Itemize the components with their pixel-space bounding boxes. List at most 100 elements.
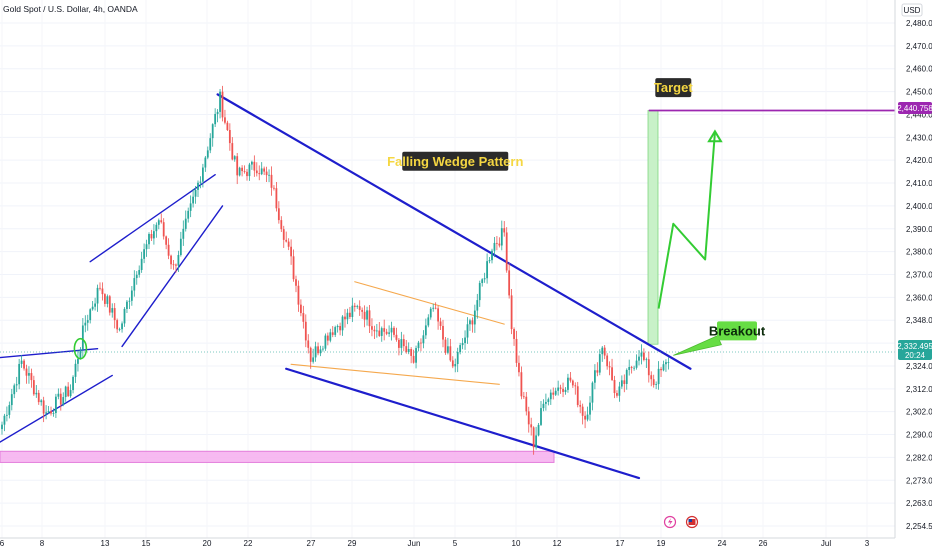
price-tick-label: 2,380.000	[906, 248, 932, 257]
candle-down	[571, 380, 574, 386]
candle-down	[520, 372, 523, 397]
candle-down	[518, 362, 520, 373]
breakout-label: Breakout	[709, 321, 766, 341]
candle-down	[108, 296, 111, 313]
candle-up	[211, 124, 214, 139]
wedge-label: Falling Wedge Pattern	[387, 151, 523, 171]
candle-up	[346, 312, 349, 320]
candle-up	[214, 113, 217, 125]
price-tick-label: 2,302.000	[906, 408, 932, 417]
time-tick-label: 13	[101, 539, 110, 548]
candle-down	[385, 331, 388, 334]
candle-up	[111, 308, 114, 313]
candle-down	[253, 161, 256, 171]
candle-down	[513, 329, 515, 339]
candle-up	[28, 373, 30, 376]
breakout-circle-marker	[73, 337, 88, 360]
candle-up	[540, 408, 542, 425]
candle-down	[273, 187, 275, 189]
plot-background	[0, 0, 895, 538]
candle-up	[388, 332, 390, 334]
candle-down	[297, 285, 300, 305]
candle-up	[238, 167, 241, 176]
candle-up	[84, 322, 87, 326]
candle-up	[601, 347, 604, 355]
candle-down	[302, 313, 305, 322]
candle-down	[616, 393, 618, 396]
channel-upper-line	[354, 281, 505, 325]
candle-up	[476, 300, 479, 311]
price-tick-label: 2,390.000	[906, 225, 932, 234]
candle-up	[432, 307, 435, 309]
candle-up	[15, 384, 18, 386]
candle-down	[150, 233, 153, 239]
candle-up	[8, 405, 11, 415]
candle-down	[606, 355, 609, 367]
candle-down	[280, 220, 283, 230]
candle-up	[216, 111, 219, 114]
price-axis[interactable]: USD 2,480.000 2,470.000 2,460.000 2,450.000…	[894, 0, 932, 550]
candle-up	[130, 290, 133, 301]
candle-down	[471, 320, 474, 325]
candle-up	[79, 349, 82, 359]
candle-up	[545, 401, 547, 404]
candle-up	[94, 303, 96, 307]
candle-up	[478, 283, 481, 301]
candle-up	[96, 287, 99, 304]
candle-up	[483, 278, 486, 280]
time-axis[interactable]: 6 8 13 15 20 22 27 29 Jun 5 10 12 17 19 24 26 Jul 3	[0, 537, 895, 548]
candle-down	[167, 244, 170, 256]
candle-down	[393, 327, 395, 335]
candle-up	[464, 337, 466, 344]
candle-down	[258, 173, 261, 175]
candle-up	[400, 339, 403, 348]
candle-up	[209, 138, 212, 151]
candle-up	[618, 386, 621, 396]
candle-up	[341, 316, 344, 331]
candle-up	[13, 385, 16, 395]
candle-down	[25, 368, 28, 376]
candle-down	[339, 326, 341, 331]
candle-down	[581, 406, 584, 416]
candle-up	[500, 228, 503, 246]
candle-up	[135, 274, 138, 279]
candle-up	[375, 330, 378, 332]
candle-up	[620, 380, 623, 387]
price-tick-label: 2,440.000	[906, 110, 932, 119]
event-icons[interactable]	[663, 515, 699, 529]
candle-up	[324, 335, 327, 349]
candle-down	[412, 355, 415, 363]
candle-down	[275, 188, 278, 209]
candle-up	[557, 387, 560, 391]
candle-down	[317, 346, 319, 354]
lightning-icon	[668, 518, 673, 526]
price-tick-label: 2,450.000	[906, 88, 932, 97]
candle-up	[473, 310, 476, 325]
time-tick-label: 29	[348, 539, 357, 548]
price-tick-label: 2,254.500	[906, 522, 932, 531]
candle-down	[439, 321, 442, 326]
price-tick-label: 2,460.000	[906, 65, 932, 74]
target-box	[647, 110, 659, 345]
breakout-label-text: Breakout	[709, 323, 766, 338]
time-tick-label: 15	[142, 539, 151, 548]
time-tick-label: 8	[40, 539, 45, 548]
candle-up	[625, 369, 628, 384]
candle-down	[498, 243, 501, 246]
candle-down	[285, 239, 288, 242]
candle-up	[202, 167, 204, 182]
candle-up	[106, 296, 109, 304]
candle-down	[165, 236, 168, 245]
time-tick-label: 26	[759, 539, 768, 548]
price-axis-background	[895, 0, 932, 550]
candle-up	[314, 346, 317, 358]
wedge-lower-trendline	[285, 367, 641, 480]
candle-down	[221, 91, 224, 118]
price-tick-label: 2,420.000	[906, 156, 932, 165]
time-tick-label: 12	[553, 539, 562, 548]
currency-button[interactable]	[901, 3, 923, 17]
time-tick-label: Jul	[821, 539, 831, 548]
candle-down	[361, 309, 364, 312]
